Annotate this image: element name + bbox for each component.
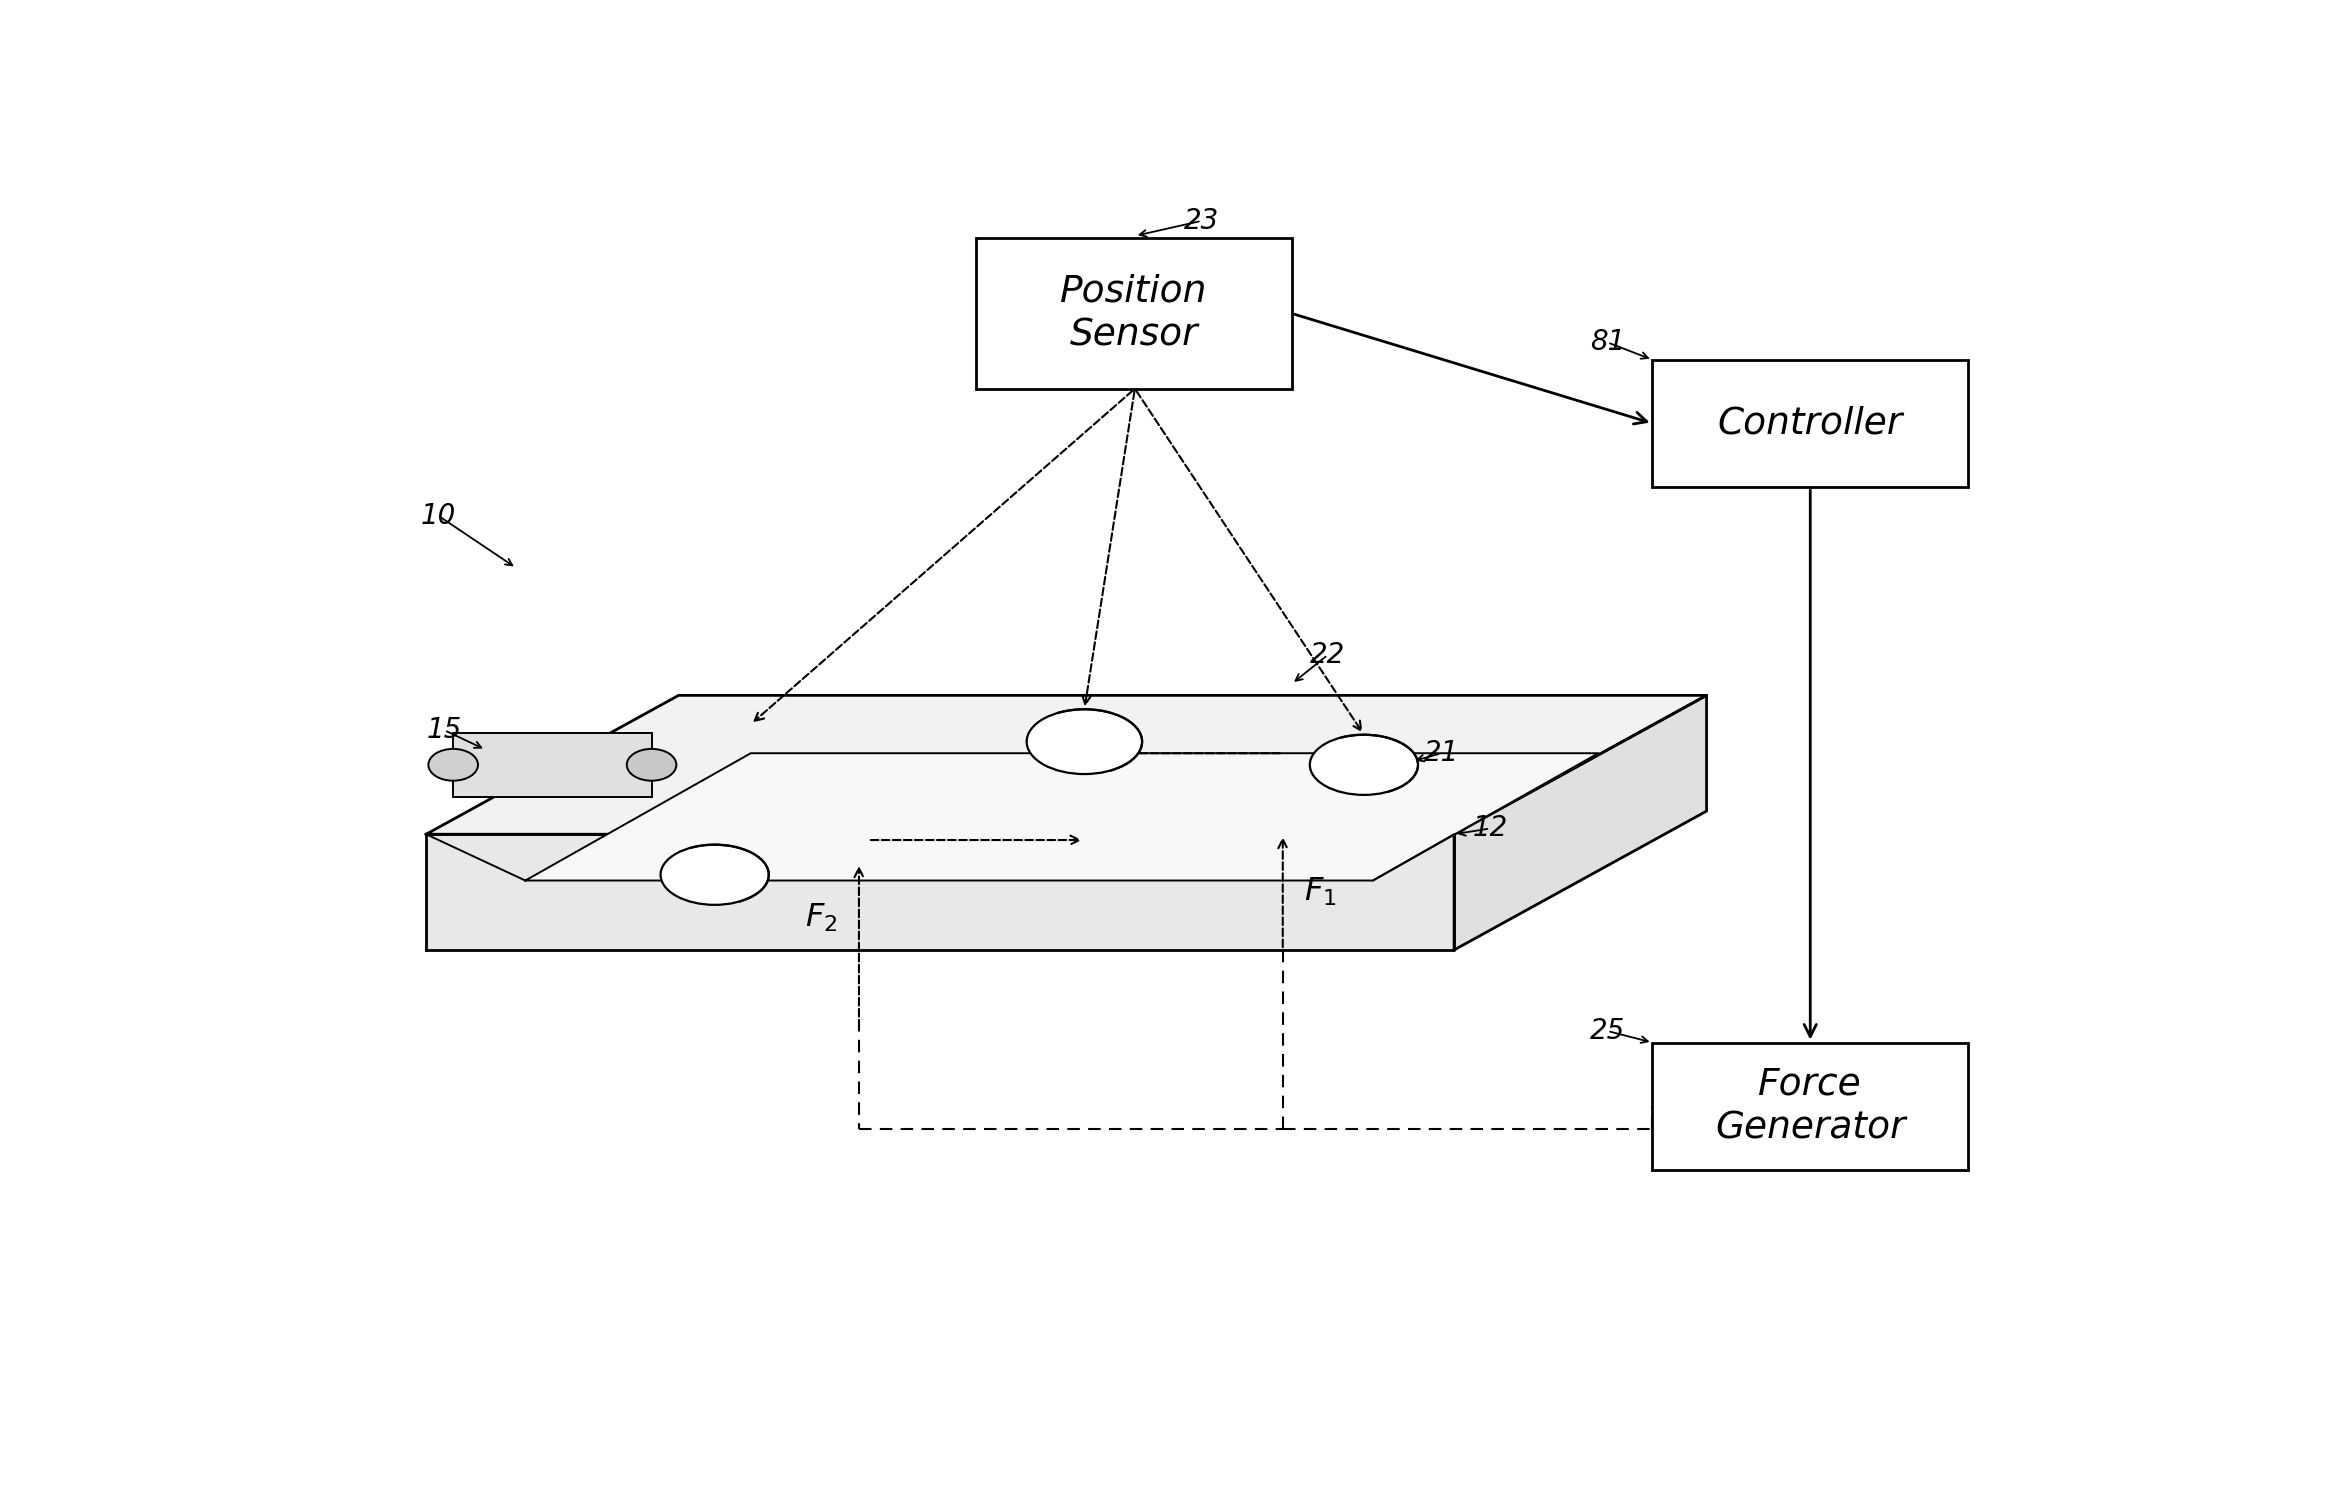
Polygon shape xyxy=(426,696,1706,834)
Text: $F_1$: $F_1$ xyxy=(1305,876,1338,908)
Text: 81: 81 xyxy=(1589,328,1624,356)
Polygon shape xyxy=(526,753,1599,881)
Text: 12: 12 xyxy=(1473,815,1508,843)
Text: Force
Generator: Force Generator xyxy=(1715,1066,1906,1147)
Text: 21: 21 xyxy=(1424,739,1459,767)
Ellipse shape xyxy=(626,748,677,780)
Ellipse shape xyxy=(661,845,768,905)
Bar xyxy=(977,237,1291,389)
Text: $F_2$: $F_2$ xyxy=(805,902,838,935)
Bar xyxy=(454,733,652,797)
Text: 22: 22 xyxy=(1310,640,1345,669)
Text: Position
Sensor: Position Sensor xyxy=(1061,274,1208,353)
Text: 10: 10 xyxy=(421,502,456,531)
Text: Controller: Controller xyxy=(1717,406,1903,442)
Text: 23: 23 xyxy=(1184,207,1219,234)
Text: 15: 15 xyxy=(426,715,461,744)
Bar xyxy=(1652,1043,1969,1169)
Bar xyxy=(1652,359,1969,487)
Ellipse shape xyxy=(428,748,477,780)
Polygon shape xyxy=(426,834,1454,950)
Polygon shape xyxy=(1454,696,1706,950)
Text: 25: 25 xyxy=(1589,1018,1624,1045)
Ellipse shape xyxy=(1026,709,1143,774)
Ellipse shape xyxy=(1310,735,1417,795)
